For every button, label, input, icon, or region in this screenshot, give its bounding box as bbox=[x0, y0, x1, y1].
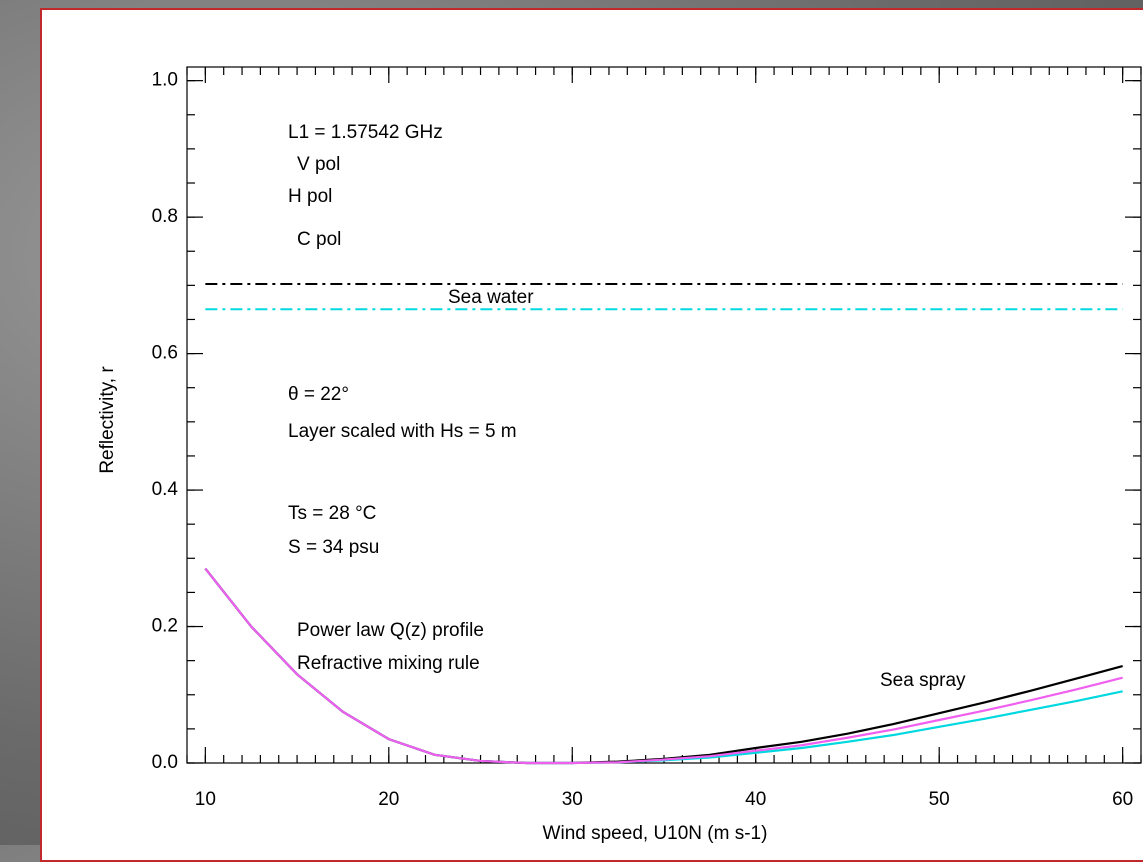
x-tick-label: 40 bbox=[745, 789, 766, 810]
annotation: Ts = 28 °C bbox=[288, 503, 376, 524]
annotation: Refractive mixing rule bbox=[297, 653, 480, 674]
annotation: S = 34 psu bbox=[288, 537, 379, 558]
y-axis-label: Reflectivity, r bbox=[97, 366, 118, 474]
legend-entry: C pol bbox=[297, 229, 341, 250]
x-tick-label: 30 bbox=[562, 789, 583, 810]
x-tick-label: 60 bbox=[1112, 789, 1133, 810]
y-tick-label: 0.8 bbox=[152, 206, 178, 227]
legend-entry: V pol bbox=[297, 154, 340, 175]
series-line bbox=[204, 567, 1123, 765]
annotation: Sea spray bbox=[880, 670, 966, 691]
annotation: θ = 22° bbox=[288, 384, 349, 405]
x-tick-label: 50 bbox=[929, 789, 950, 810]
y-tick-label: 0.4 bbox=[152, 479, 179, 500]
annotation: L1 = 1.57542 GHz bbox=[288, 122, 443, 143]
legend-entry: H pol bbox=[288, 186, 332, 207]
y-tick-label: 0.2 bbox=[152, 616, 178, 637]
sea-water-label: Sea water bbox=[448, 287, 534, 308]
x-tick-label: 10 bbox=[195, 789, 216, 810]
annotation: Layer scaled with Hs = 5 m bbox=[288, 421, 517, 442]
x-tick-label: 20 bbox=[378, 789, 399, 810]
annotation: Power law Q(z) profile bbox=[297, 620, 484, 641]
y-tick-label: 1.0 bbox=[152, 70, 178, 91]
y-tick-label: 0.0 bbox=[152, 752, 178, 773]
x-axis-label: Wind speed, U10N (m s-1) bbox=[543, 823, 768, 844]
y-tick-label: 0.6 bbox=[152, 343, 178, 364]
slide-panel bbox=[40, 8, 1143, 862]
